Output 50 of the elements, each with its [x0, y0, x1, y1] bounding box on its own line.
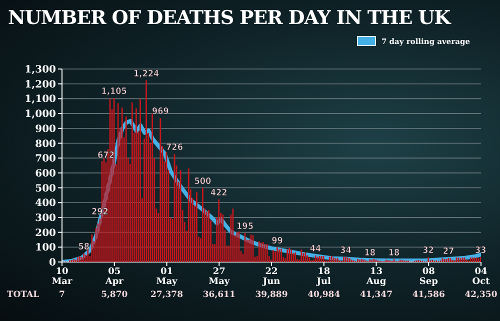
y-tick-label: 800 [35, 138, 56, 150]
y-tick-label: 0 [49, 258, 56, 269]
data-label: 58 [78, 242, 90, 252]
y-tick-label: 1,100 [24, 94, 56, 106]
data-label: 33 [475, 246, 486, 256]
text: 42,350 [464, 290, 498, 300]
y-tick-label: 1,000 [24, 109, 56, 120]
x-tick-label: 05 Apr [104, 267, 124, 287]
data-label: 1,105 [101, 86, 128, 97]
y-tick-label: 900 [35, 124, 56, 135]
x-tick-label: 04 Oct [472, 267, 491, 287]
text: 36,611 [202, 290, 236, 300]
data-label: 34 [340, 246, 352, 256]
data-label: 99 [272, 236, 284, 246]
text: TOTAL [6, 290, 40, 300]
data-label: 44 [310, 244, 322, 254]
data-label: 422 [210, 188, 228, 198]
data-label: 969 [152, 107, 170, 118]
data-label: 18 [364, 248, 376, 258]
x-tick-label: 01 May [156, 267, 178, 287]
y-tick-label: 1,300 [24, 64, 56, 76]
y-tick-label: 700 [35, 154, 56, 165]
x-tick-label: 22 Jun [262, 267, 281, 287]
text: 40,984 [308, 290, 340, 300]
text: 39,889 [255, 290, 288, 300]
y-tick-label: 600 [35, 168, 56, 180]
y-tick-label: 400 [35, 198, 56, 210]
data-label: 1,224 [133, 69, 160, 80]
x-tick-label: 13 Aug [365, 267, 387, 287]
data-label: 32 [422, 246, 434, 256]
x-tick-label: 27 May [208, 267, 230, 287]
x-tick-label: 08 Sep [419, 267, 438, 287]
y-tick-label: 500 [35, 183, 56, 194]
data-label: 18 [388, 248, 400, 258]
text: 5,870 [101, 290, 128, 300]
data-label: 195 [236, 222, 254, 232]
y-tick-label: 100 [35, 242, 56, 254]
x-tick-label: 10 Mar [52, 267, 73, 287]
text: 7 [59, 290, 65, 300]
data-label: 27 [442, 246, 454, 257]
chart-title: NUMBER OF DEATHS PER DAY IN THE UK [8, 7, 450, 29]
text: 41,347 [360, 290, 393, 300]
data-label: 726 [166, 143, 184, 154]
x-tick-label: 18 Jul [316, 267, 332, 287]
text: 27,378 [150, 290, 184, 300]
text: 41,586 [412, 290, 445, 300]
data-label: 500 [194, 176, 212, 187]
y-tick-label: 200 [35, 228, 56, 239]
y-tick-label: 1,200 [24, 79, 56, 90]
y-tick-label: 300 [35, 213, 56, 224]
